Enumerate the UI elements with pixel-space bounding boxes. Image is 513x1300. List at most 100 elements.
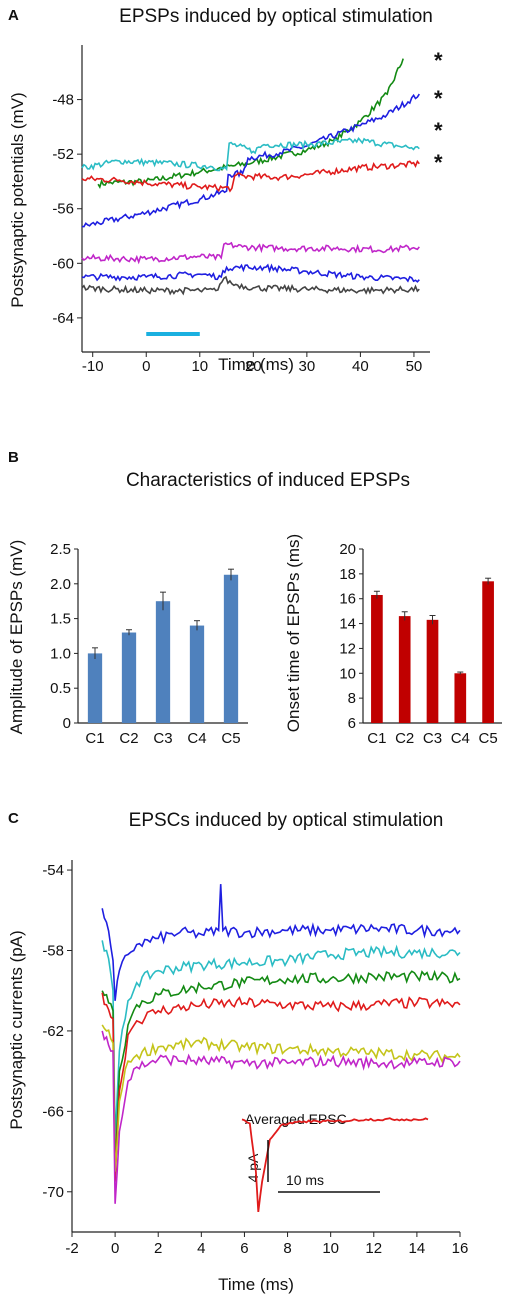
epsc-trace [101, 1024, 461, 1172]
bar-c4 [454, 673, 467, 723]
bar-c2 [121, 632, 137, 723]
y-tick-label: -58 [42, 942, 64, 959]
y-tick-label: -62 [42, 1023, 64, 1040]
panel-c-traces [101, 884, 461, 1204]
star-marker: * [434, 150, 443, 175]
y-tick-label: 14 [339, 616, 356, 633]
x-tick-label: 8 [283, 1240, 291, 1257]
epsp-trace [81, 93, 420, 228]
x-tick-label: -2 [65, 1240, 78, 1257]
x-tick-label: 6 [240, 1240, 248, 1257]
bar-c1 [371, 594, 383, 723]
panel-a-title: EPSPs induced by optical stimulation [119, 6, 433, 27]
y-tick-label: 16 [339, 591, 356, 608]
x-tick-label: 30 [299, 358, 316, 375]
epsp-trace [81, 263, 420, 283]
bar-c1 [87, 653, 103, 723]
panel-c-letter: C [8, 810, 19, 827]
y-tick-label: 12 [339, 640, 356, 657]
bar-c3 [426, 619, 439, 723]
x-tick-label: C4 [451, 730, 470, 747]
epsp-trace [81, 241, 420, 265]
epsc-trace [101, 884, 461, 1001]
x-tick-label: 0 [142, 358, 150, 375]
epsc-trace [101, 992, 461, 1182]
x-tick-label: C5 [479, 730, 498, 747]
panel-c-title: EPSCs induced by optical stimulation [129, 810, 444, 831]
epsc-trace [101, 969, 461, 1166]
x-tick-label: C1 [367, 730, 386, 747]
averaged-epsc-inset: Averaged EPSC 4 pA 10 ms [241, 1111, 429, 1213]
y-tick-label: -52 [52, 146, 74, 163]
y-tick-label: -48 [52, 92, 74, 109]
panel-a-ylabel: Postsynaptic potentials (mV) [8, 92, 27, 307]
panel-b1-amplitude-chart: 0 0.5 1.0 1.5 2.0 2.5 C1 C2 C3 C4 C5 [50, 541, 248, 747]
inset-scale-x-label: 10 ms [286, 1172, 324, 1188]
y-tick-label: 6 [348, 715, 356, 732]
y-tick-label: 0.5 [50, 680, 71, 697]
x-tick-label: C3 [153, 730, 172, 747]
x-tick-label: 12 [365, 1240, 382, 1257]
x-tick-label: 16 [452, 1240, 469, 1257]
y-tick-label: -70 [42, 1184, 64, 1201]
x-tick-label: C2 [395, 730, 414, 747]
y-tick-label: 1.5 [50, 611, 71, 628]
y-tick-label: 2.0 [50, 576, 71, 593]
x-tick-label: 50 [406, 358, 423, 375]
x-tick-label: 0 [111, 1240, 119, 1257]
y-tick-label: 10 [339, 665, 356, 682]
panel-a-traces [81, 58, 420, 296]
y-tick-label: -54 [42, 862, 64, 879]
x-tick-label: 14 [409, 1240, 426, 1257]
panel-a-xlabel: Time (ms) [218, 355, 294, 374]
panel-a: A EPSPs induced by optical stimulation P… [8, 6, 443, 375]
averaged-epsc-trace [241, 1117, 429, 1213]
y-tick-label: -66 [42, 1103, 64, 1120]
epsc-trace [101, 940, 461, 1142]
epsc-trace [101, 1030, 461, 1204]
panel-c-ylabel: Postsynaptic currents (pA) [7, 930, 26, 1129]
y-tick-label: 20 [339, 541, 356, 558]
bar-c4 [189, 625, 205, 723]
inset-scale-y-label: 4 pA [245, 1153, 261, 1182]
star-marker: * [434, 118, 443, 143]
panel-b: B Characteristics of induced EPSPs Ampli… [7, 449, 502, 747]
x-tick-label: C1 [85, 730, 104, 747]
panel-b2-ylabel: Onset time of EPSPs (ms) [284, 534, 303, 732]
y-tick-label: 1.0 [50, 645, 71, 662]
x-tick-label: 2 [154, 1240, 162, 1257]
epsp-trace [81, 136, 420, 172]
y-tick-label: -56 [52, 201, 74, 218]
x-tick-label: C2 [119, 730, 138, 747]
bar-c5 [223, 574, 239, 723]
x-tick-label: 20 [245, 358, 262, 375]
x-tick-label: 40 [352, 358, 369, 375]
panel-c-xlabel: Time (ms) [218, 1275, 294, 1294]
x-tick-label: 10 [322, 1240, 339, 1257]
panel-b1-ylabel: Amplitude of EPSPs (mV) [7, 540, 26, 735]
x-tick-label: 10 [191, 358, 208, 375]
bar-c3 [155, 601, 171, 723]
bar-c5 [482, 581, 494, 723]
epsp-trace [81, 275, 420, 296]
y-tick-label: 8 [348, 690, 356, 707]
y-tick-label: 2.5 [50, 541, 71, 558]
epsp-trace [81, 159, 420, 193]
panel-b-title: Characteristics of induced EPSPs [126, 470, 410, 491]
panel-a-letter: A [8, 7, 19, 24]
bar-c2 [398, 616, 411, 723]
y-tick-label: 0 [63, 715, 71, 732]
y-tick-label: 18 [339, 566, 356, 583]
panel-a-significance-markers: * * * * [434, 48, 443, 175]
panel-a-axes: -48 -52 -56 -60 -64 -10 0 10 20 30 40 50 [52, 45, 430, 375]
star-marker: * [434, 48, 443, 73]
y-tick-label: -60 [52, 255, 74, 272]
inset-title: Averaged EPSC [245, 1111, 347, 1127]
x-tick-label: 4 [197, 1240, 205, 1257]
x-tick-label: C3 [423, 730, 442, 747]
y-tick-label: -64 [52, 310, 74, 327]
panel-c-axes: -54 -58 -62 -66 -70 -2 0 2 4 6 8 10 12 14 16 [42, 860, 468, 1257]
panel-c: C EPSCs induced by optical stimulation P… [7, 810, 468, 1294]
x-tick-label: C5 [221, 730, 240, 747]
